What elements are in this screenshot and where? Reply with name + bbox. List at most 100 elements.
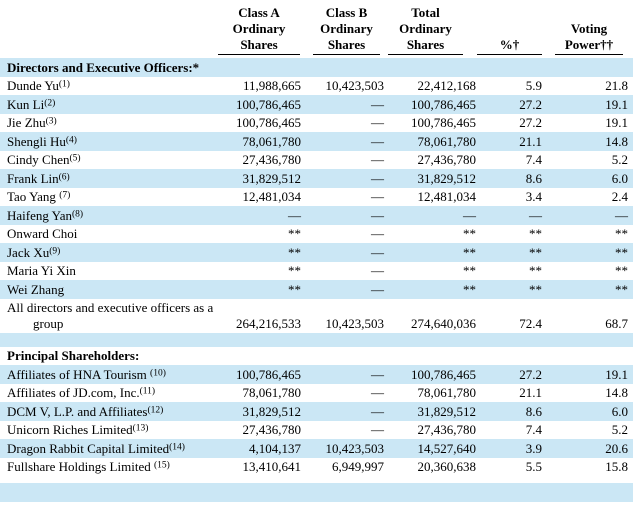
class-a-value: ** <box>210 243 302 262</box>
column-header-name <box>0 0 210 58</box>
pct-value: 8.6 <box>477 169 543 188</box>
class-a-value: ** <box>210 280 302 299</box>
column-header-text: Total Ordinary Shares <box>388 5 463 55</box>
table-row: Cindy Chen(5) 27,436,780 — 27,436,780 7.4 5.2 <box>0 151 633 170</box>
class-b-value: — <box>302 402 385 421</box>
column-header-text: Class B Ordinary Shares <box>313 5 380 55</box>
total-value: 274,640,036 <box>411 315 476 331</box>
total-value: 31,829,512 <box>385 169 477 188</box>
total-value: — <box>385 206 477 225</box>
section-row: Directors and Executive Officers:* <box>0 58 633 77</box>
table-row: Tao Yang (7) 12,481,034 — 12,481,034 3.4 2.4 <box>0 188 633 207</box>
table-row: Wei Zhang ** — ** ** ** <box>0 280 633 299</box>
class-a-value: 78,061,780 <box>210 132 302 151</box>
empty-cell <box>0 476 633 483</box>
header-line: Shares <box>327 37 366 52</box>
class-a-value: 13,410,641 <box>242 459 302 474</box>
holder-name: Cindy Chen(5) <box>7 152 81 167</box>
class-b-value: — <box>371 263 384 278</box>
holder-name: Dunde Yu(1) <box>7 78 70 93</box>
voting-value: ** <box>543 243 633 262</box>
voting-value: 21.8 <box>605 78 628 93</box>
class-b-value: — <box>302 95 385 114</box>
class-b-value: — <box>371 226 384 241</box>
table-row: Onward Choi ** — ** ** ** <box>0 225 633 244</box>
column-header-voting: Voting Power†† <box>543 0 633 58</box>
footnote-ref: (1) <box>58 79 70 90</box>
table-row: Dunde Yu(1) 11,988,665 10,423,503 22,412,16… <box>0 77 633 96</box>
header-line: Ordinary <box>399 21 452 36</box>
total-value: ** <box>463 263 476 278</box>
table-row: Shengli Hu(4) 78,061,780—78,061,780 21.1 14… <box>0 132 633 151</box>
section-title: Directors and Executive Officers:* <box>0 58 633 77</box>
table-row: DCM V, L.P. and Affiliates(12) 31,829,512… <box>0 402 633 421</box>
table-row: Unicorn Riches Limited(13) 27,436,780 — 27,… <box>0 421 633 440</box>
class-b-value: — <box>302 132 385 151</box>
class-a-value: ** <box>288 263 301 278</box>
header-line: Class B <box>325 5 368 20</box>
header-line: Total <box>411 5 440 20</box>
pct-value: 5.9 <box>525 78 542 93</box>
class-b-value: — <box>302 169 385 188</box>
total-value: 100,786,465 <box>411 115 476 130</box>
class-b-value: — <box>302 243 385 262</box>
holder-name: Onward Choi <box>7 226 78 241</box>
voting-value: 14.8 <box>543 132 633 151</box>
class-a-value: 264,216,533 <box>236 315 301 331</box>
table-row: Maria Yi Xin ** — ** ** ** <box>0 262 633 281</box>
total-value: 20,360,638 <box>417 459 477 474</box>
pct-value: 8.6 <box>477 402 543 421</box>
class-b-value: — <box>371 115 384 130</box>
spacer-row <box>0 332 633 347</box>
pct-value: 3.9 <box>477 439 543 458</box>
column-header-pct: %† <box>477 0 543 58</box>
total-value: 31,829,512 <box>385 402 477 421</box>
footnote-ref: (7) <box>59 190 71 201</box>
voting-value: 5.2 <box>611 422 628 437</box>
class-a-value: 27,436,780 <box>242 152 302 167</box>
class-b-value: — <box>302 206 385 225</box>
holder-name: Affiliates of HNA Tourism (10) <box>0 365 210 384</box>
class-a-value: 27,436,780 <box>242 422 302 437</box>
voting-value: ** <box>615 263 628 278</box>
holder-name: Kun Li(2) <box>0 95 210 114</box>
holder-name: Affiliates of JD.com, Inc.(11) <box>7 385 156 400</box>
voting-value: 19.1 <box>605 115 628 130</box>
pct-value: ** <box>529 226 542 241</box>
class-b-value: 10,423,503 <box>302 439 385 458</box>
footnote-ref: (13) <box>132 423 149 434</box>
footnote-ref: (2) <box>44 98 56 108</box>
class-a-value: 4,104,137 <box>210 439 302 458</box>
header-line: Shares <box>406 37 445 52</box>
spacer-row <box>0 483 633 502</box>
section-row: Principal Shareholders: <box>0 347 633 366</box>
pct-value: 7.4 <box>525 422 542 437</box>
header-line: Ordinary <box>320 21 373 36</box>
holder-name: Wei Zhang <box>0 280 210 299</box>
total-value: ** <box>385 243 477 262</box>
total-value: 27,436,780 <box>417 152 477 167</box>
table-header: Class A Ordinary Shares Class B Ordinary Shar… <box>0 0 633 58</box>
pct-value: ** <box>529 263 542 278</box>
header-line: %† <box>499 37 520 52</box>
pct-value: 72.4 <box>519 315 542 331</box>
table-row: Jie Zhu(3) 100,786,465 — 100,786,465 27.2 19.… <box>0 114 633 133</box>
pct-value: 27.2 <box>477 365 543 384</box>
footnote-ref: (6) <box>58 172 70 182</box>
class-b-value: — <box>371 385 384 400</box>
pct-value: 27.2 <box>477 95 543 114</box>
table-row: Dragon Rabbit Capital Limited(14) 4,104,1… <box>0 439 633 458</box>
voting-value: 68.7 <box>605 315 628 331</box>
section-title: Principal Shareholders: <box>7 348 140 363</box>
holder-name: DCM V, L.P. and Affiliates(12) <box>0 402 210 421</box>
total-value: 12,481,034 <box>417 189 477 204</box>
class-a-value: 12,481,034 <box>242 189 302 204</box>
class-a-value: ** <box>288 226 301 241</box>
class-b-value: — <box>371 189 384 204</box>
header-line: Shares <box>240 37 278 52</box>
class-a-value: 100,786,465 <box>236 115 301 130</box>
footnote-ref: (4) <box>65 135 77 145</box>
holder-name-line: All directors and executive officers as … <box>7 300 214 315</box>
pct-value: 7.4 <box>525 152 542 167</box>
